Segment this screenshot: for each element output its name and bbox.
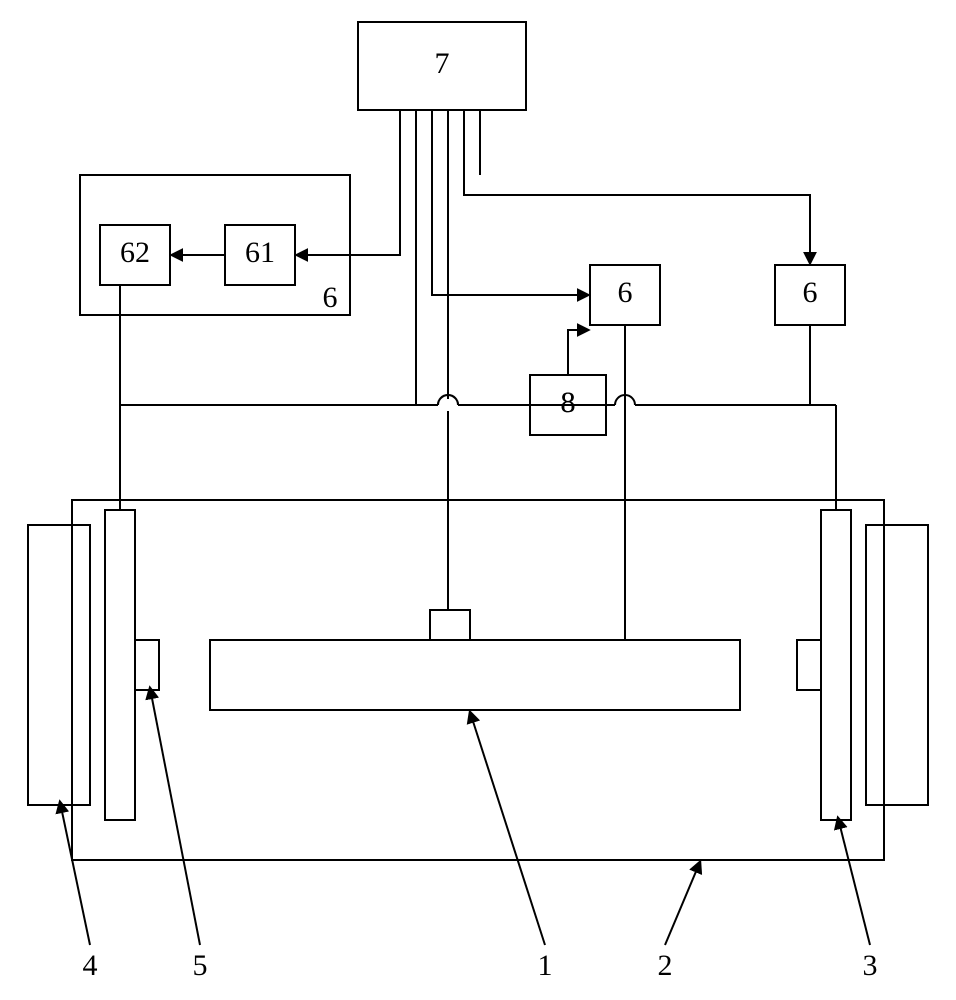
- callout-5: 5: [193, 949, 208, 982]
- label-8-top: 8: [561, 386, 576, 419]
- label-7: 7: [435, 47, 450, 80]
- callout-4-line: [60, 802, 90, 945]
- callout-3: 3: [863, 949, 878, 982]
- arrow-to-61: [297, 143, 400, 255]
- wheel-right: [866, 525, 928, 805]
- arrow-to-6right: [464, 143, 810, 263]
- label-62: 62: [120, 236, 150, 269]
- label-group-6: 6: [323, 281, 338, 314]
- callout-2: 2: [658, 949, 673, 982]
- arrow-8-to-6mid: [568, 330, 588, 375]
- arrow-to-6mid-from7: [432, 143, 588, 295]
- chassis: [72, 500, 884, 860]
- label-6-right: 6: [803, 276, 818, 309]
- label-61: 61: [245, 236, 275, 269]
- flange-right: [821, 510, 851, 820]
- pivot: [430, 610, 470, 640]
- platform: [210, 640, 740, 710]
- callout-2-line: [665, 862, 700, 945]
- flange-left: [105, 510, 135, 820]
- callout-5-line: [150, 688, 200, 945]
- callout-1-line: [470, 712, 545, 945]
- diagram-canvas: 7 6 62 61 6 6 8: [0, 0, 956, 1000]
- callout-4: 4: [83, 949, 98, 982]
- hub-left: [135, 640, 159, 690]
- hub-right: [797, 640, 821, 690]
- label-6-mid: 6: [618, 276, 633, 309]
- wheel-left: [28, 525, 90, 805]
- callout-1: 1: [538, 949, 553, 982]
- callout-3-line: [838, 818, 870, 945]
